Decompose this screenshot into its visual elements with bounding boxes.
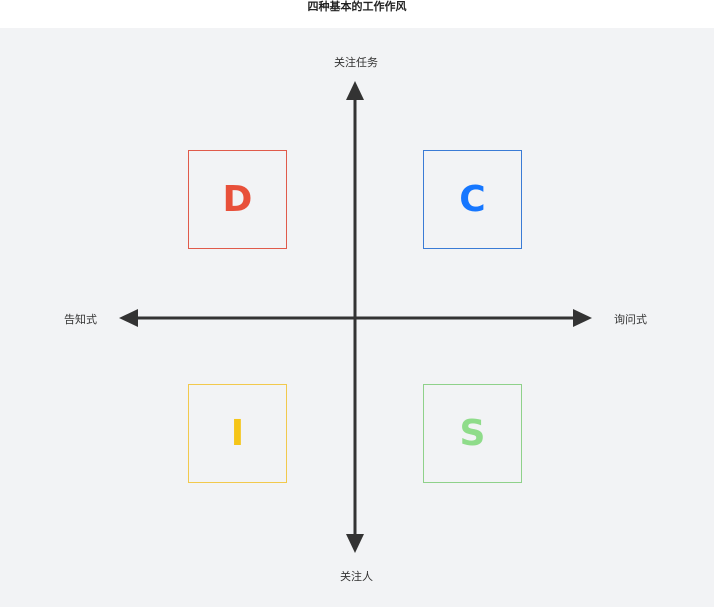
arrow-up-icon bbox=[346, 81, 364, 100]
arrow-left-icon bbox=[119, 309, 138, 327]
arrow-right-icon bbox=[573, 309, 592, 327]
quadrant-letter-i: I bbox=[230, 412, 245, 454]
quadrant-letter-s: S bbox=[459, 412, 486, 454]
axis-label-top: 关注任务 bbox=[334, 56, 378, 69]
diagram-canvas: 关注任务 关注人 告知式 询问式 D C I S bbox=[0, 28, 714, 607]
quadrant-box-s: S bbox=[423, 384, 522, 483]
axis-label-right: 询问式 bbox=[614, 313, 647, 326]
diagram-title: 四种基本的工作作风 bbox=[307, 0, 407, 13]
quadrant-letter-c: C bbox=[459, 178, 486, 220]
axis-label-left: 告知式 bbox=[64, 313, 97, 326]
quadrant-letter-d: D bbox=[222, 178, 253, 220]
arrow-down-icon bbox=[346, 534, 364, 553]
quadrant-box-d: D bbox=[188, 150, 287, 249]
quadrant-box-i: I bbox=[188, 384, 287, 483]
axes bbox=[119, 81, 592, 553]
axis-label-bottom: 关注人 bbox=[340, 570, 373, 583]
quadrant-box-c: C bbox=[423, 150, 522, 249]
